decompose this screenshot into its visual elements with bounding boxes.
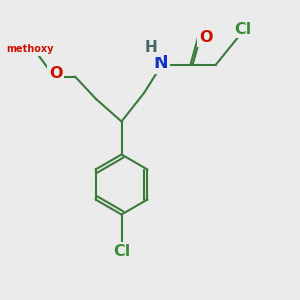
Text: O: O xyxy=(49,66,62,81)
Text: Cl: Cl xyxy=(234,22,252,37)
Text: N: N xyxy=(153,54,168,72)
Text: O: O xyxy=(199,30,212,45)
Text: H: H xyxy=(145,40,158,56)
Text: methoxy: methoxy xyxy=(6,44,54,55)
Text: Cl: Cl xyxy=(113,244,130,259)
